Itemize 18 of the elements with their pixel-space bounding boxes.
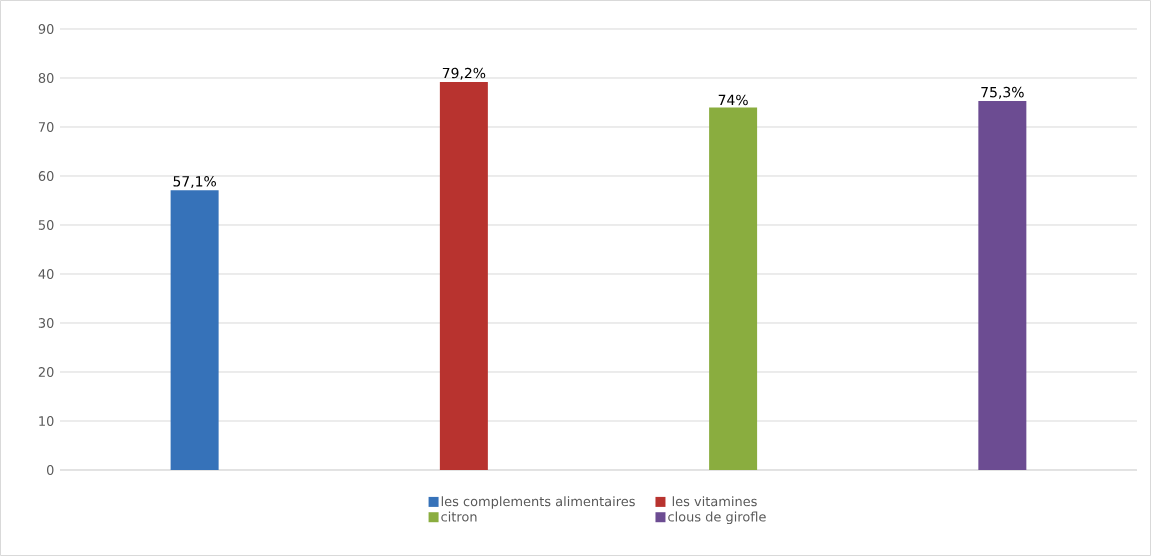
legend-label: les complements alimentaires	[441, 496, 635, 509]
y-tick-label: 50	[38, 220, 54, 230]
data-label: 79,2%	[442, 67, 486, 80]
y-tick-label: 20	[38, 367, 54, 377]
y-tick-label: 10	[39, 416, 54, 426]
legend-label: clous de girofle	[668, 511, 766, 525]
y-tick-label: 60	[38, 171, 54, 181]
y-tick-label: 30	[38, 318, 54, 328]
legend-label: les vitamines	[672, 496, 757, 507]
y-tick-label: 40	[38, 269, 54, 279]
data-label: 74%	[718, 94, 748, 106]
y-tick-label: 80	[38, 73, 54, 83]
data-label: 57,1%	[173, 176, 216, 189]
y-tick-label: 70	[38, 122, 54, 132]
data-label: 75,3%	[981, 86, 1024, 99]
legend-label: citron	[441, 511, 477, 522]
y-tick-label: 90	[38, 24, 54, 34]
y-tick-label: 0	[46, 465, 54, 475]
